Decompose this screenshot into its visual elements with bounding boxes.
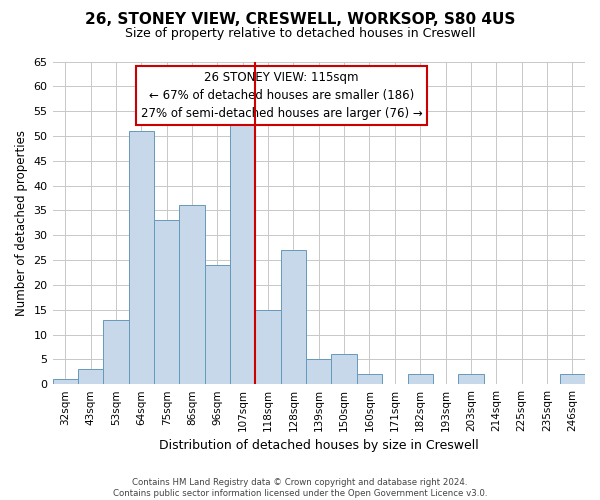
Text: Size of property relative to detached houses in Creswell: Size of property relative to detached ho…	[125, 28, 475, 40]
Bar	[560, 374, 585, 384]
Bar	[281, 250, 306, 384]
Bar	[179, 206, 205, 384]
X-axis label: Distribution of detached houses by size in Creswell: Distribution of detached houses by size …	[159, 440, 479, 452]
Bar	[128, 131, 154, 384]
Bar	[205, 265, 230, 384]
Bar	[103, 320, 128, 384]
Bar	[78, 370, 103, 384]
Y-axis label: Number of detached properties: Number of detached properties	[15, 130, 28, 316]
Text: 26, STONEY VIEW, CRESWELL, WORKSOP, S80 4US: 26, STONEY VIEW, CRESWELL, WORKSOP, S80 …	[85, 12, 515, 28]
Text: Contains HM Land Registry data © Crown copyright and database right 2024.
Contai: Contains HM Land Registry data © Crown c…	[113, 478, 487, 498]
Bar	[357, 374, 382, 384]
Bar	[53, 379, 78, 384]
Bar	[407, 374, 433, 384]
Bar	[154, 220, 179, 384]
Bar	[230, 116, 256, 384]
Text: 26 STONEY VIEW: 115sqm
← 67% of detached houses are smaller (186)
27% of semi-de: 26 STONEY VIEW: 115sqm ← 67% of detached…	[140, 71, 422, 120]
Bar	[306, 360, 331, 384]
Bar	[256, 310, 281, 384]
Bar	[331, 354, 357, 384]
Bar	[458, 374, 484, 384]
